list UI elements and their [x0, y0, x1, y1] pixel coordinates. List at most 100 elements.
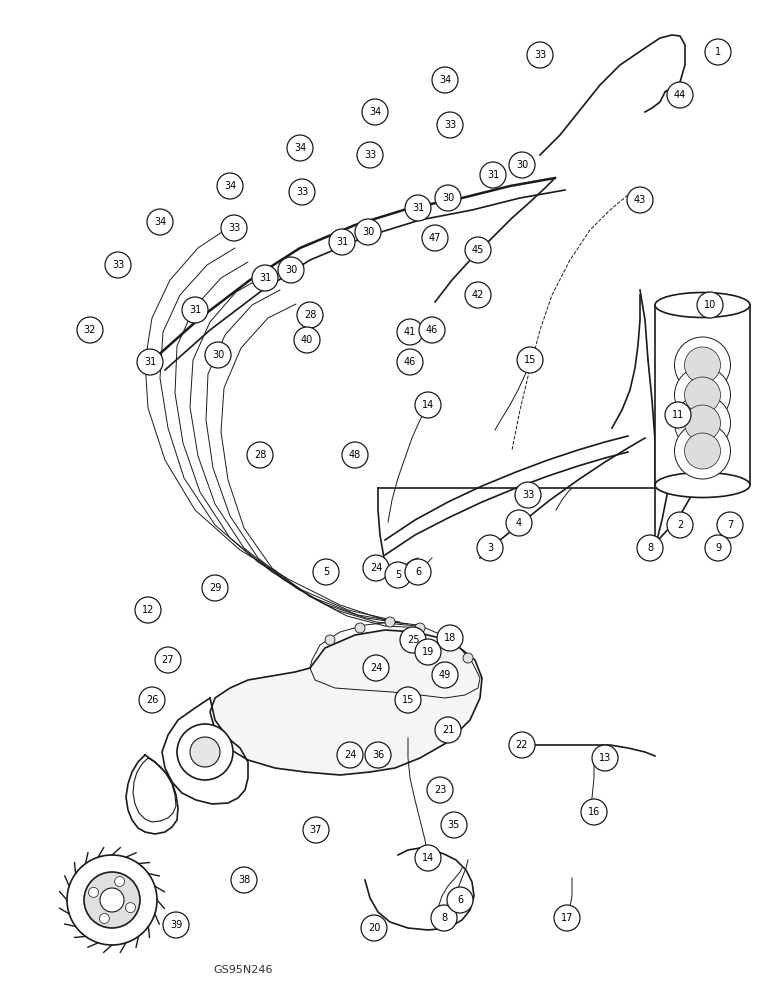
Circle shape — [135, 597, 161, 623]
Text: 33: 33 — [522, 490, 534, 500]
Circle shape — [581, 799, 607, 825]
Text: 13: 13 — [599, 753, 611, 763]
Text: 20: 20 — [367, 923, 380, 933]
Text: 31: 31 — [412, 203, 424, 213]
Text: 40: 40 — [301, 335, 313, 345]
Circle shape — [705, 39, 731, 65]
Circle shape — [463, 653, 473, 663]
Circle shape — [415, 639, 441, 665]
Circle shape — [517, 347, 543, 373]
Circle shape — [126, 903, 135, 913]
Text: 32: 32 — [84, 325, 96, 335]
Circle shape — [395, 687, 421, 713]
Text: 10: 10 — [704, 300, 716, 310]
Circle shape — [289, 179, 315, 205]
Text: 36: 36 — [372, 750, 384, 760]
Circle shape — [362, 99, 388, 125]
Text: 41: 41 — [404, 327, 416, 337]
Circle shape — [437, 112, 463, 138]
Circle shape — [100, 888, 124, 912]
Text: 33: 33 — [296, 187, 308, 197]
Circle shape — [355, 623, 365, 633]
Ellipse shape — [655, 473, 750, 497]
Text: 34: 34 — [294, 143, 306, 153]
Circle shape — [465, 282, 491, 308]
Text: 33: 33 — [444, 120, 456, 130]
Circle shape — [667, 82, 693, 108]
Circle shape — [252, 265, 278, 291]
Text: 31: 31 — [144, 357, 156, 367]
Text: 30: 30 — [362, 227, 374, 237]
Text: 33: 33 — [228, 223, 240, 233]
Circle shape — [717, 512, 743, 538]
Circle shape — [397, 319, 423, 345]
Circle shape — [441, 812, 467, 838]
Circle shape — [419, 317, 445, 343]
Circle shape — [667, 512, 693, 538]
Circle shape — [303, 817, 329, 843]
Text: 34: 34 — [224, 181, 236, 191]
Text: 30: 30 — [212, 350, 224, 360]
Text: 45: 45 — [472, 245, 484, 255]
Circle shape — [527, 42, 553, 68]
Text: 3: 3 — [487, 543, 493, 553]
Text: 8: 8 — [647, 543, 653, 553]
Circle shape — [637, 535, 663, 561]
Text: 14: 14 — [422, 400, 434, 410]
Bar — [655, 305, 750, 485]
Polygon shape — [210, 630, 482, 775]
Circle shape — [139, 687, 165, 713]
Text: 39: 39 — [170, 920, 182, 930]
Circle shape — [105, 252, 131, 278]
Text: 24: 24 — [370, 663, 382, 673]
Circle shape — [294, 327, 320, 353]
Circle shape — [342, 442, 368, 468]
Circle shape — [705, 535, 731, 561]
Text: 4: 4 — [516, 518, 522, 528]
Text: 5: 5 — [394, 570, 401, 580]
Circle shape — [685, 405, 720, 441]
Circle shape — [405, 559, 431, 585]
Text: 6: 6 — [415, 567, 421, 577]
Text: 33: 33 — [534, 50, 546, 60]
Text: 33: 33 — [112, 260, 124, 270]
Circle shape — [182, 297, 208, 323]
Circle shape — [363, 555, 389, 581]
Text: 47: 47 — [428, 233, 441, 243]
Circle shape — [155, 647, 181, 673]
Circle shape — [415, 392, 441, 418]
Circle shape — [287, 135, 313, 161]
Circle shape — [445, 635, 455, 645]
Circle shape — [365, 742, 391, 768]
Circle shape — [205, 342, 231, 368]
Text: 43: 43 — [634, 195, 646, 205]
Circle shape — [675, 337, 730, 393]
Circle shape — [427, 777, 453, 803]
Circle shape — [313, 559, 339, 585]
Circle shape — [415, 845, 441, 871]
Text: 34: 34 — [438, 75, 451, 85]
Text: 11: 11 — [672, 410, 684, 420]
Text: 42: 42 — [472, 290, 484, 300]
Circle shape — [329, 229, 355, 255]
Text: 22: 22 — [516, 740, 528, 750]
Text: 48: 48 — [349, 450, 361, 460]
Circle shape — [221, 215, 247, 241]
Text: 30: 30 — [516, 160, 528, 170]
Text: 24: 24 — [344, 750, 356, 760]
Text: 31: 31 — [259, 273, 271, 283]
Circle shape — [363, 655, 389, 681]
Circle shape — [431, 905, 457, 931]
Circle shape — [515, 482, 541, 508]
Text: 2: 2 — [677, 520, 683, 530]
Text: 49: 49 — [438, 670, 451, 680]
Circle shape — [697, 292, 723, 318]
Circle shape — [400, 627, 426, 653]
Circle shape — [675, 423, 730, 479]
Circle shape — [190, 737, 220, 767]
Circle shape — [397, 349, 423, 375]
Text: 16: 16 — [587, 807, 600, 817]
Circle shape — [685, 377, 720, 413]
Text: 12: 12 — [142, 605, 154, 615]
Circle shape — [415, 623, 425, 633]
